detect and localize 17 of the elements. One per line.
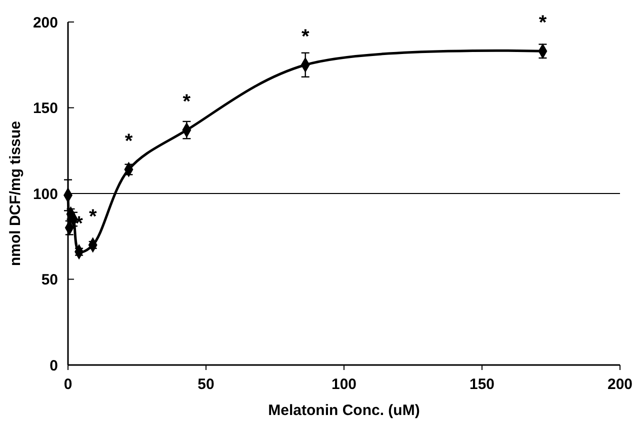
annotation: * (124, 130, 133, 152)
annotation: * (88, 206, 97, 228)
y-tick-label: 200 (32, 14, 58, 32)
x-tick-label: 200 (607, 376, 633, 393)
annotation: * (538, 12, 547, 34)
x-tick-label: 100 (331, 376, 357, 393)
y-tick-label: 0 (50, 357, 58, 374)
x-axis-title: Melatonin Conc. (uM) (268, 402, 420, 419)
annotation: * (301, 26, 310, 48)
y-tick-label: 150 (32, 100, 58, 117)
y-tick-label: 100 (32, 186, 58, 203)
x-tick-label: 0 (64, 376, 72, 393)
x-tick-label: 150 (469, 376, 495, 393)
x-tick-label: 50 (198, 376, 214, 393)
y-axis-title: nmol DCF/mg tissue (7, 120, 24, 266)
y-tick-label: 50 (41, 272, 58, 288)
annotation: * (182, 91, 191, 114)
